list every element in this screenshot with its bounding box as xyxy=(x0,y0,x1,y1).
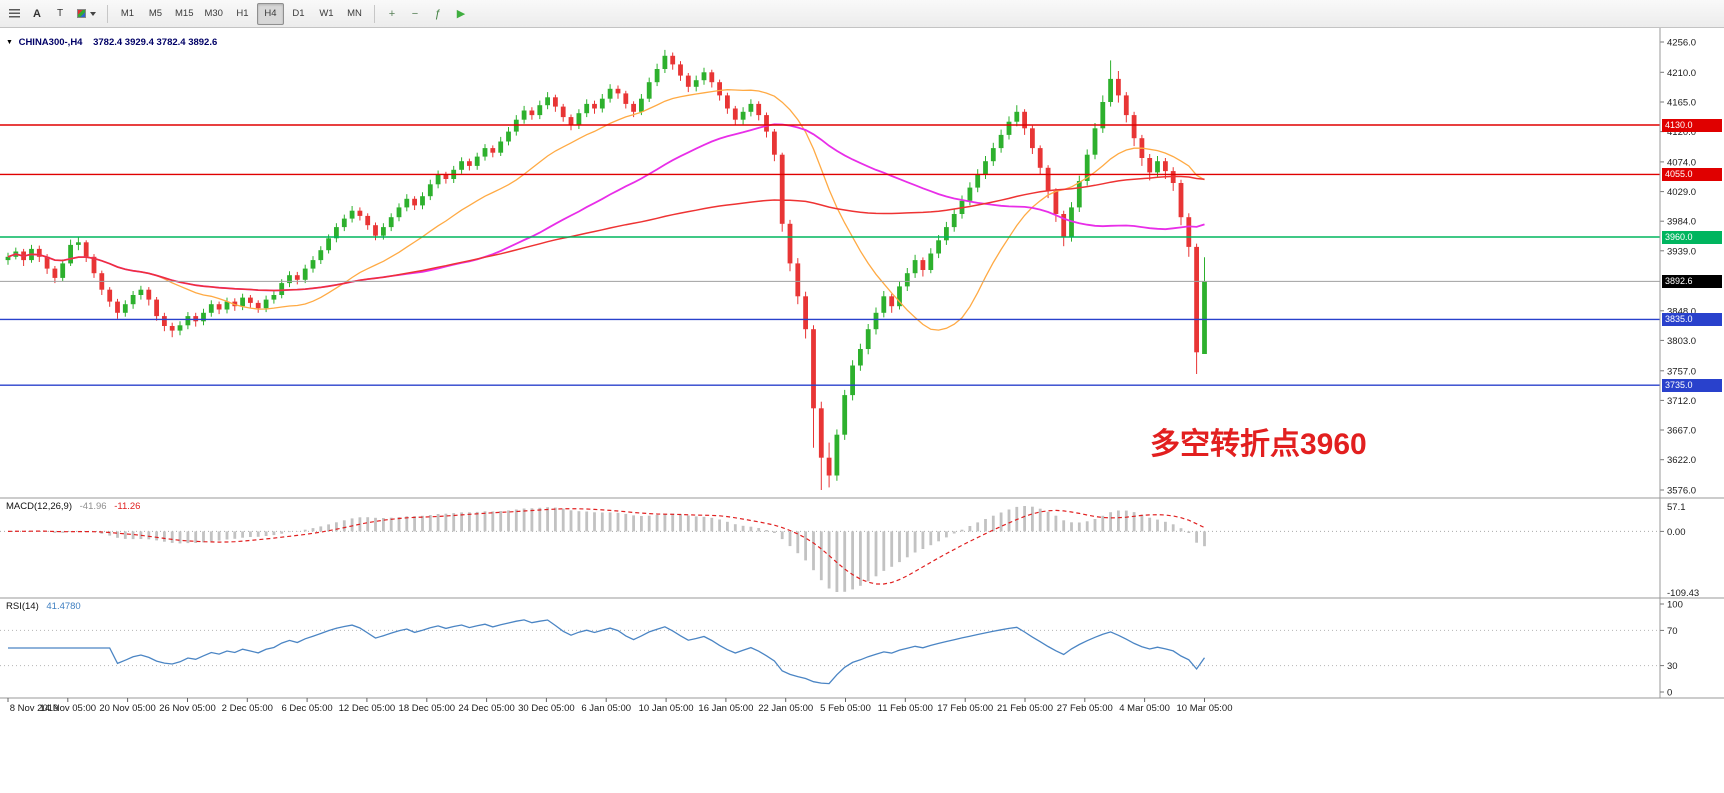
svg-text:20 Nov 05:00: 20 Nov 05:00 xyxy=(99,703,156,714)
svg-text:-109.43: -109.43 xyxy=(1667,588,1699,599)
svg-text:57.1: 57.1 xyxy=(1667,502,1686,513)
rsi-name: RSI(14) xyxy=(6,601,39,612)
price-line-tag-4130.0[interactable]: 4130.0 xyxy=(1662,118,1722,132)
main-toolbar: A T M1 M5 M15 M30 H1 H4 D1 W1 MN + − ƒ ▶ xyxy=(0,0,1724,28)
svg-text:4074.0: 4074.0 xyxy=(1667,157,1696,168)
ohlc-values: 3782.4 3929.4 3782.4 3892.6 xyxy=(93,37,218,48)
toolbar-separator xyxy=(107,4,108,23)
macd-label: MACD(12,26,9) -41.96 -11.26 xyxy=(6,501,140,512)
zoom-in-icon: + xyxy=(388,7,396,20)
macd-main-value: -41.96 xyxy=(79,501,107,512)
rsi-label: RSI(14) 41.4780 xyxy=(6,601,81,612)
indicators-icon: ƒ xyxy=(434,7,442,20)
svg-text:30: 30 xyxy=(1667,661,1678,672)
zoom-in-button[interactable]: + xyxy=(381,3,403,25)
svg-text:3667.0: 3667.0 xyxy=(1667,426,1696,437)
svg-text:12 Dec 05:00: 12 Dec 05:00 xyxy=(339,703,396,714)
timeframe-button-m5[interactable]: M5 xyxy=(142,3,169,25)
price-line-tag-3960.0[interactable]: 3960.0 xyxy=(1662,230,1722,244)
timeframe-button-d1[interactable]: D1 xyxy=(285,3,312,25)
svg-text:4 Mar 05:00: 4 Mar 05:00 xyxy=(1119,703,1170,714)
svg-text:0: 0 xyxy=(1667,688,1672,699)
auto-trading-button[interactable]: ▶ xyxy=(450,3,472,25)
colors-dropdown-button[interactable] xyxy=(72,3,101,25)
svg-text:70: 70 xyxy=(1667,626,1678,637)
svg-text:11 Feb 05:00: 11 Feb 05:00 xyxy=(878,703,933,714)
svg-text:30 Dec 05:00: 30 Dec 05:00 xyxy=(518,703,575,714)
timeframe-button-m1[interactable]: M1 xyxy=(114,3,141,25)
svg-text:4165.0: 4165.0 xyxy=(1667,98,1696,109)
toolbar-separator xyxy=(373,4,375,23)
macd-signal-value: -11.26 xyxy=(114,501,141,512)
autotrading-icon: ▶ xyxy=(456,8,466,20)
svg-text:6 Jan 05:00: 6 Jan 05:00 xyxy=(581,703,631,714)
chart-title: ▼ CHINA300-,H4 3782.4 3929.4 3782.4 3892… xyxy=(6,37,217,48)
svg-text:3803.0: 3803.0 xyxy=(1667,336,1696,347)
timeframe-group: M1 M5 M15 M30 H1 H4 D1 W1 MN xyxy=(114,2,368,25)
timeframe-button-mn[interactable]: MN xyxy=(341,3,368,25)
svg-text:5 Feb 05:00: 5 Feb 05:00 xyxy=(820,703,871,714)
svg-text:27 Feb 05:00: 27 Feb 05:00 xyxy=(1057,703,1113,714)
timeframe-button-w1[interactable]: W1 xyxy=(313,3,340,25)
svg-text:10 Jan 05:00: 10 Jan 05:00 xyxy=(639,703,694,714)
svg-text:18 Dec 05:00: 18 Dec 05:00 xyxy=(399,703,456,714)
toolbar-icons-group: + − ƒ ▶ xyxy=(381,3,472,25)
price-line-tag-4055.0[interactable]: 4055.0 xyxy=(1662,167,1722,181)
svg-text:3576.0: 3576.0 xyxy=(1667,486,1696,497)
chart-canvas[interactable]: 4256.0 4210.0 4165.0 4120.0 4074.0 4029.0 3984… xyxy=(0,28,1724,793)
zoom-out-icon: − xyxy=(411,7,419,20)
objects-list-button[interactable] xyxy=(3,3,25,25)
zoom-out-button[interactable]: − xyxy=(404,3,426,25)
symbol-name: CHINA300-,H4 xyxy=(18,37,83,48)
svg-text:3622.0: 3622.0 xyxy=(1667,455,1696,466)
svg-text:100: 100 xyxy=(1667,600,1683,611)
svg-text:3757.0: 3757.0 xyxy=(1667,366,1696,377)
text-tool-button[interactable]: A xyxy=(26,3,48,25)
svg-text:3984.0: 3984.0 xyxy=(1667,217,1696,228)
svg-text:8 Nov 2019: 8 Nov 2019 xyxy=(10,703,59,714)
svg-text:3848.0: 3848.0 xyxy=(1667,306,1696,317)
price-line-tag-3735.0[interactable]: 3735.0 xyxy=(1662,378,1722,392)
svg-text:4029.0: 4029.0 xyxy=(1667,187,1696,198)
svg-text:16 Jan 05:00: 16 Jan 05:00 xyxy=(698,703,753,714)
svg-text:21 Feb 05:00: 21 Feb 05:00 xyxy=(997,703,1053,714)
rsi-value: 41.4780 xyxy=(46,601,81,612)
svg-text:0.00: 0.00 xyxy=(1667,527,1686,538)
symbol-dropdown-icon[interactable]: ▼ xyxy=(6,39,13,46)
timeframe-button-h1[interactable]: H1 xyxy=(229,3,256,25)
timeframe-button-h4[interactable]: H4 xyxy=(256,2,284,25)
shapes-tool-button[interactable]: T xyxy=(49,3,71,25)
svg-text:4120.0: 4120.0 xyxy=(1667,127,1696,138)
chart-window: 4256.0 4210.0 4165.0 4120.0 4074.0 4029.0 3984… xyxy=(0,28,1724,793)
svg-text:3712.0: 3712.0 xyxy=(1667,396,1696,407)
timeframe-button-m15[interactable]: M15 xyxy=(170,3,198,25)
svg-text:3939.0: 3939.0 xyxy=(1667,246,1696,257)
svg-text:4256.0: 4256.0 xyxy=(1667,38,1696,49)
current-price-tag: 3892.6 xyxy=(1662,274,1722,288)
list-icon xyxy=(8,8,20,19)
svg-text:4210.0: 4210.0 xyxy=(1667,68,1696,79)
brush-icon xyxy=(77,9,86,18)
svg-text:6 Dec 05:00: 6 Dec 05:00 xyxy=(281,703,332,714)
indicators-button[interactable]: ƒ xyxy=(427,3,449,25)
timeframe-button-m30[interactable]: M30 xyxy=(199,3,227,25)
macd-name: MACD(12,26,9) xyxy=(6,501,72,512)
price-line-tag-3835.0[interactable]: 3835.0 xyxy=(1662,312,1722,326)
svg-text:26 Nov 05:00: 26 Nov 05:00 xyxy=(159,703,216,714)
svg-text:2 Dec 05:00: 2 Dec 05:00 xyxy=(222,703,273,714)
svg-text:22 Jan 05:00: 22 Jan 05:00 xyxy=(758,703,813,714)
chevron-down-icon xyxy=(90,11,96,16)
annotation-text[interactable]: 多空转折点3960 xyxy=(1150,428,1367,461)
svg-text:24 Dec 05:00: 24 Dec 05:00 xyxy=(458,703,515,714)
svg-text:14 Nov 05:00: 14 Nov 05:00 xyxy=(40,703,97,714)
svg-text:10 Mar 05:00: 10 Mar 05:00 xyxy=(1177,703,1233,714)
svg-text:17 Feb 05:00: 17 Feb 05:00 xyxy=(937,703,993,714)
